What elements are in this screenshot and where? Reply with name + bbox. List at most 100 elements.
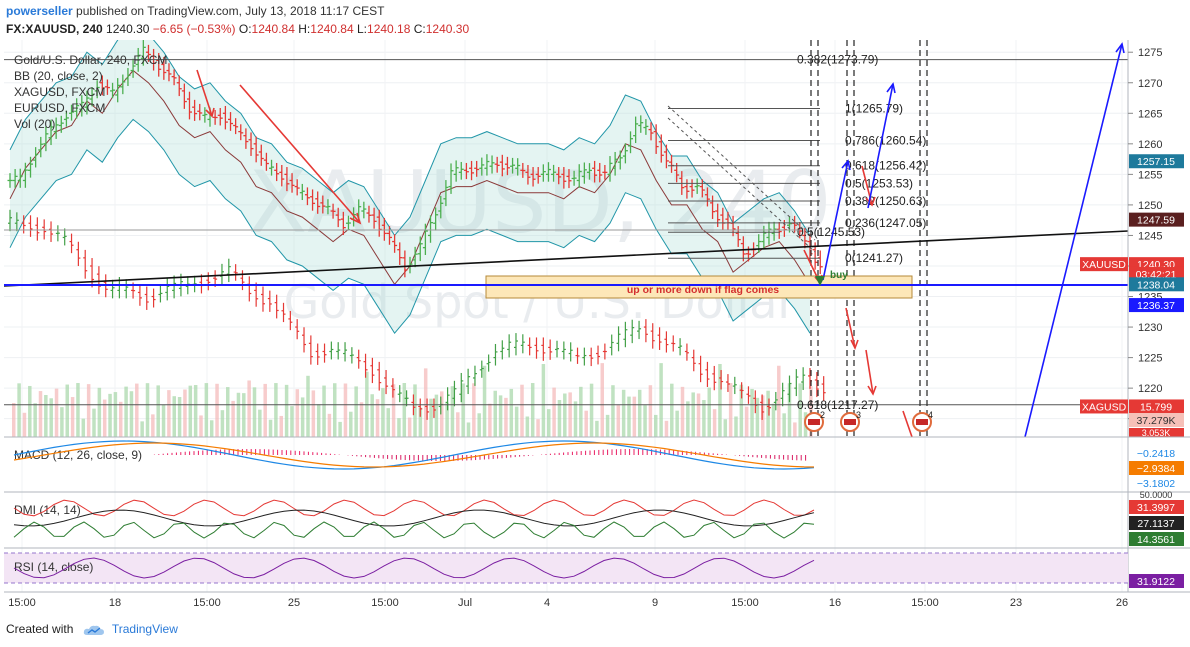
volume-bar [712,409,717,437]
volume-bar [124,386,128,437]
volume-bar [44,395,48,437]
price-badge-label: 1238.04 [1137,279,1175,291]
high-value: 1240.84 [310,22,354,36]
volume-bar [161,404,166,437]
wave-label: 3 [856,410,861,420]
symbol-label: FX:XAUUSD, 240 [6,22,103,36]
rising-trendline[interactable] [4,230,1128,287]
volume-bar [70,397,75,437]
rsi-title: RSI (14, close) [14,560,93,574]
time-tick-label: 26 [1116,597,1128,609]
time-tick-label: 15:00 [911,597,939,609]
volume-bar [744,406,749,437]
dmi-line [13,499,815,517]
price-tick-label: 1270 [1138,78,1162,90]
volume-bar [300,397,305,437]
main-pane[interactable] [4,40,1128,437]
dmi-badge [1129,500,1184,514]
volume-bar [167,390,171,437]
rsi-line [13,557,815,579]
fib-label: 0.618(1256.42) [845,159,926,173]
volume-bar [86,384,91,437]
volume-bar [231,400,235,437]
tradingview-link[interactable]: TradingView [111,622,178,636]
volume-bar [504,397,508,437]
volume-bar [135,383,139,437]
volume-bar [605,414,610,437]
macd-badge [1129,476,1184,490]
volume-bar [209,420,214,437]
trading-chart[interactable]: XAUUSD, 240 Gold Spot / U.S. Dollar 0.38… [0,40,1190,612]
volume-bar [761,395,765,437]
volume-bar [65,384,69,437]
volume-bar [691,392,695,437]
volume-bar [621,389,626,437]
open-value: 1240.84 [251,22,295,36]
macd-pane[interactable]: MACD (12, 26, close, 9) −0.2418 −2.9384 −3.… [13,440,1184,490]
buy-marker[interactable] [815,276,825,286]
wave-label: 4 [928,410,933,420]
volume-bar [145,383,150,437]
volume-bar [547,409,551,437]
volume-bar [718,363,722,437]
price-tick-label: 1265 [1138,108,1162,120]
volume-bar [530,383,535,437]
dmi-badge [1129,532,1184,546]
price-tick-label: 1225 [1138,353,1162,365]
volume-bar [188,385,193,437]
volume-bar [226,387,230,437]
volume-bar [584,410,588,437]
price-badge-label: 1236.37 [1137,300,1175,312]
time-axis[interactable]: 15:00 18 15:00 25 15:00 Jul 4 9 15:00 16 15:00 23 26 [8,597,1128,609]
volume-bar [493,390,497,437]
last-price: 1240.30 [106,22,150,36]
volume-bar [643,405,647,437]
time-tick-label: 25 [288,597,300,609]
rsi-badge [1129,574,1184,588]
volume-bar [798,383,802,437]
volume-bar [771,403,776,437]
rsi-pane[interactable]: RSI (14, close) 31.9122 [4,552,1184,588]
volume-bar [108,393,112,437]
volume-bar [659,363,663,437]
price-change: −6.65 (−0.53%) [152,22,236,36]
time-tick-label: 18 [109,597,121,609]
macd-title: MACD (12, 26, close, 9) [14,448,142,462]
volume-bar [557,400,562,437]
price-tick-label: 1245 [1138,230,1162,242]
flag-zone[interactable] [485,275,913,299]
volume-bar [92,408,96,437]
volume-bar [525,416,530,437]
author-name[interactable]: powerseller [6,4,73,18]
volume-bar [654,414,658,437]
volume-bar [284,384,289,437]
volume-bar [220,410,225,437]
volume-bar [413,384,417,437]
volume-bar [456,412,460,437]
volume-bar [354,386,358,437]
dmi-badge-label: 14.3561 [1137,534,1175,546]
price-badge [1080,257,1128,272]
volume-bar [172,396,176,437]
volume-bar [686,401,690,437]
time-tick-label: 15:00 [371,597,399,609]
volume-bar [573,401,578,437]
volume-bar [258,409,262,437]
fib-label: 0.382(1273.79) [797,53,878,67]
dmi-badge [1129,516,1184,530]
volume-bar [76,383,80,437]
economic-events[interactable]: 2 3 4 [804,410,933,432]
fib-label: 0.5(1245.53) [797,225,865,239]
volume-bar [563,393,567,437]
dmi-pane[interactable]: DMI (14, 14) 50.0000 31.3997 27.1137 14.3561 [13,490,1184,546]
volume-bar [33,403,37,437]
fib-label: 0.5(1253.53) [845,176,913,190]
legend-item: Gold/U.S. Dollar, 240, FXCM [14,53,167,67]
dmi-badge-label: 27.1137 [1137,518,1174,530]
volume-bar [247,380,251,437]
volume-bar [327,413,332,437]
volume-bar [450,386,455,437]
tradingview-cloud-icon [83,625,104,635]
volume-bar [637,389,642,437]
